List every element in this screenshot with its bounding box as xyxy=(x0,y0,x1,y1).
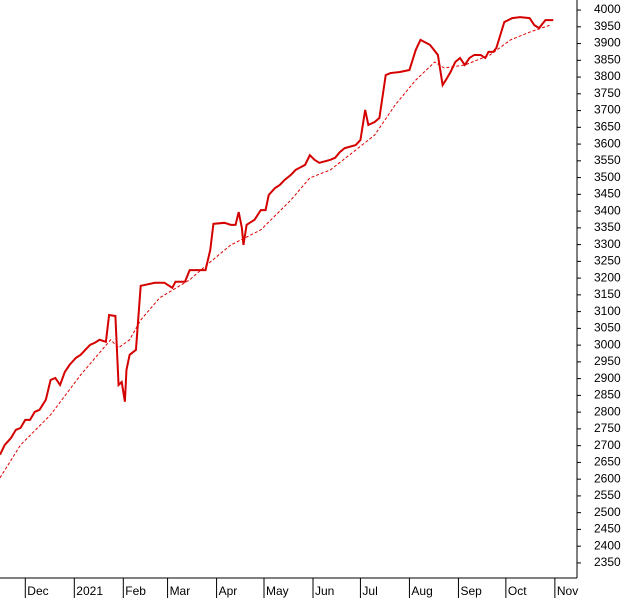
y-tick-label: 3200 xyxy=(594,270,621,284)
y-tick-label: 2750 xyxy=(594,421,621,435)
x-tick-label: Nov xyxy=(557,584,578,598)
y-tick-label: 3100 xyxy=(594,304,621,318)
y-tick-label: 2800 xyxy=(594,404,621,418)
y-tick-label: 2650 xyxy=(594,455,621,469)
x-tick-label: Dec xyxy=(27,584,48,598)
y-tick-label: 2950 xyxy=(594,354,621,368)
y-tick-label: 2450 xyxy=(594,522,621,536)
y-tick-label: 3450 xyxy=(594,187,621,201)
line-series xyxy=(0,24,551,479)
y-tick-label: 3700 xyxy=(594,103,621,117)
y-tick-label: 3000 xyxy=(594,337,621,351)
y-tick-label: 2400 xyxy=(594,538,621,552)
x-tick-label: Jul xyxy=(362,584,377,598)
y-tick-label: 2500 xyxy=(594,505,621,519)
y-tick-label: 3900 xyxy=(594,36,621,50)
x-tick-label: Sep xyxy=(460,584,482,598)
y-tick-label: 3150 xyxy=(594,287,621,301)
y-tick-label: 3950 xyxy=(594,19,621,33)
y-tick-label: 3650 xyxy=(594,119,621,133)
x-tick-label: 2021 xyxy=(76,584,103,598)
x-tick-label: Jun xyxy=(315,584,334,598)
x-tick-label: May xyxy=(266,584,289,598)
y-tick-label: 3850 xyxy=(594,52,621,66)
y-tick-label: 2900 xyxy=(594,371,621,385)
x-tick-label: Apr xyxy=(219,584,238,598)
x-tick-label: Aug xyxy=(411,584,432,598)
y-tick-label: 2350 xyxy=(594,555,621,569)
line-series xyxy=(0,16,554,456)
y-tick-label: 2600 xyxy=(594,471,621,485)
y-tick-label: 3600 xyxy=(594,136,621,150)
y-tick-label: 3350 xyxy=(594,220,621,234)
y-tick-label: 3750 xyxy=(594,86,621,100)
y-tick-label: 3500 xyxy=(594,170,621,184)
x-tick-label: Oct xyxy=(508,584,527,598)
y-tick-label: 2550 xyxy=(594,488,621,502)
x-tick-label: Feb xyxy=(125,584,146,598)
y-tick-label: 3050 xyxy=(594,321,621,335)
y-tick-label: 3400 xyxy=(594,203,621,217)
y-tick-label: 3300 xyxy=(594,237,621,251)
y-tick-label: 3550 xyxy=(594,153,621,167)
y-tick-label: 3250 xyxy=(594,254,621,268)
y-tick-label: 2700 xyxy=(594,438,621,452)
y-tick-label: 2850 xyxy=(594,388,621,402)
y-tick-label: 4000 xyxy=(594,2,621,16)
x-tick-label: Mar xyxy=(170,584,191,598)
y-tick-label: 3800 xyxy=(594,69,621,83)
